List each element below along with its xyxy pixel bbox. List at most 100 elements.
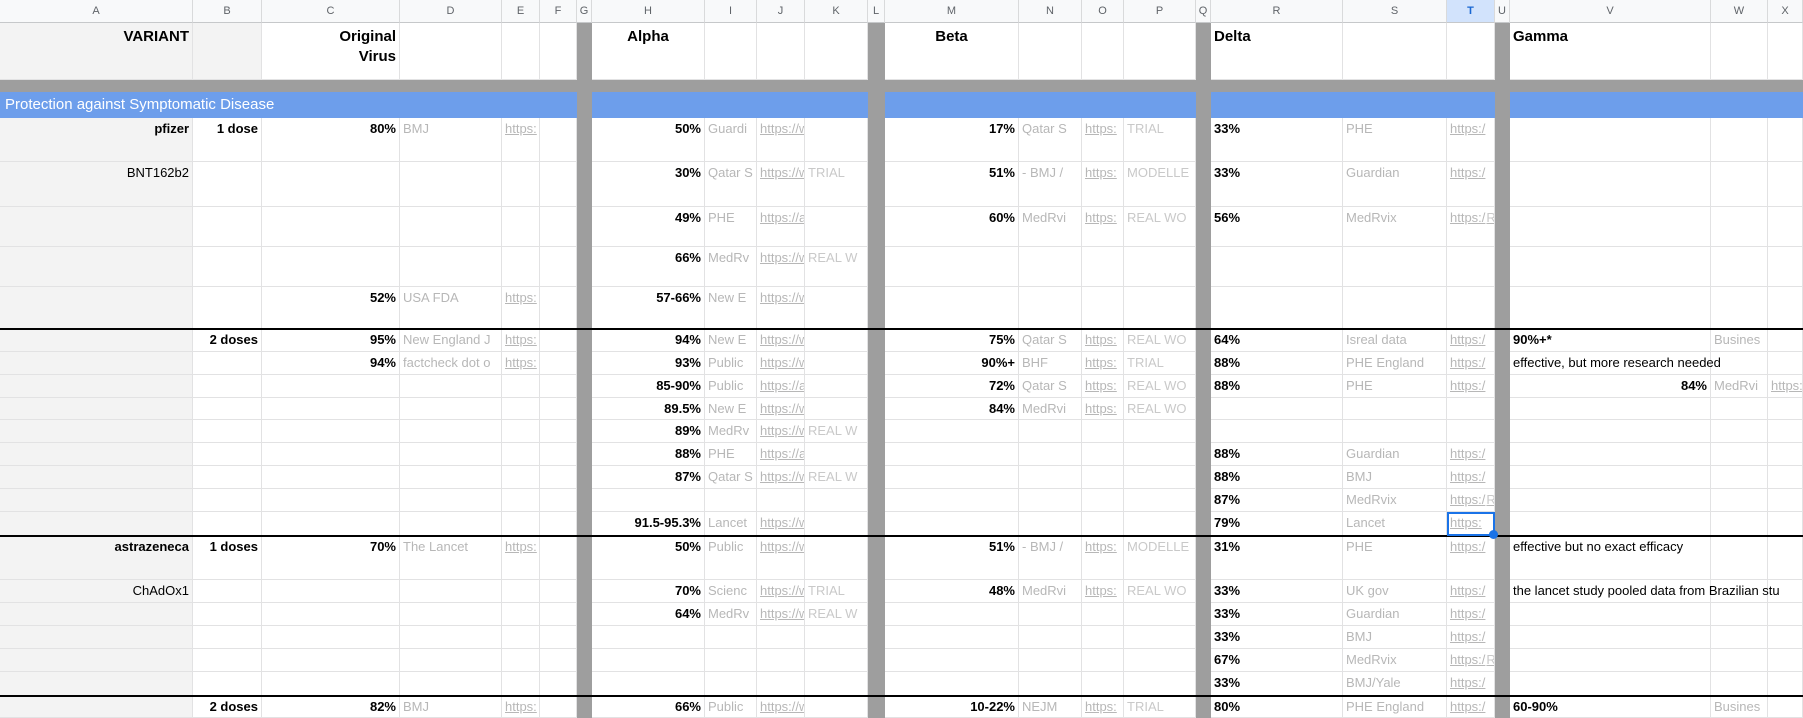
- cell-C9[interactable]: 95%: [262, 329, 400, 352]
- cell-H1[interactable]: Alpha: [592, 23, 705, 80]
- column-header-Q[interactable]: Q: [1196, 0, 1211, 23]
- cell-V23[interactable]: [1510, 672, 1711, 696]
- cell-E18[interactable]: https:: [502, 536, 540, 580]
- cell-F10[interactable]: [540, 352, 577, 375]
- cell-F14[interactable]: [540, 443, 577, 466]
- cell-T4[interactable]: https:/: [1447, 118, 1495, 162]
- cell-F17[interactable]: [540, 512, 577, 536]
- cell-O6[interactable]: https:: [1082, 207, 1124, 247]
- column-header-G[interactable]: G: [577, 0, 592, 23]
- cell-N12[interactable]: MedRvi: [1019, 398, 1082, 420]
- cell-M24[interactable]: 10-22%: [885, 696, 1019, 718]
- cell-M11[interactable]: 72%: [885, 375, 1019, 398]
- cell-I9[interactable]: New E: [705, 329, 757, 352]
- cell-D15[interactable]: [400, 466, 502, 489]
- cell-I15[interactable]: Qatar S: [705, 466, 757, 489]
- cell-F19[interactable]: [540, 580, 577, 603]
- cell-H20[interactable]: 64%: [592, 603, 705, 626]
- cell-E21[interactable]: [502, 626, 540, 649]
- cell-X24[interactable]: [1768, 696, 1803, 718]
- cell-F6[interactable]: [540, 207, 577, 247]
- cell-I24[interactable]: Public: [705, 696, 757, 718]
- cell-P13[interactable]: [1124, 420, 1196, 443]
- cell-A9[interactable]: [0, 329, 193, 352]
- cell-S17[interactable]: Lancet: [1343, 512, 1447, 536]
- cell-A10[interactable]: [0, 352, 193, 375]
- column-header-R[interactable]: R: [1211, 0, 1343, 23]
- cell-O8[interactable]: [1082, 287, 1124, 329]
- cell-A8[interactable]: [0, 287, 193, 329]
- cell-P22[interactable]: [1124, 649, 1196, 672]
- cell-K23[interactable]: [805, 672, 868, 696]
- cell-F12[interactable]: [540, 398, 577, 420]
- cell-C1[interactable]: Original Virus: [262, 23, 400, 80]
- cell-T21[interactable]: https:/: [1447, 626, 1495, 649]
- cell-J19[interactable]: https://w: [757, 580, 805, 603]
- cell-D12[interactable]: [400, 398, 502, 420]
- cell-X1[interactable]: [1768, 23, 1803, 80]
- cell-A12[interactable]: [0, 398, 193, 420]
- cell-H18[interactable]: 50%: [592, 536, 705, 580]
- cell-V15[interactable]: [1510, 466, 1711, 489]
- column-header-L[interactable]: L: [868, 0, 885, 23]
- cell-J22[interactable]: [757, 649, 805, 672]
- cell-K15[interactable]: REAL W: [805, 466, 868, 489]
- cell-S4[interactable]: PHE: [1343, 118, 1447, 162]
- cell-X4[interactable]: [1768, 118, 1803, 162]
- cell-E1[interactable]: [502, 23, 540, 80]
- column-header-U[interactable]: U: [1495, 0, 1510, 23]
- cell-T1[interactable]: [1447, 23, 1495, 80]
- cell-R18[interactable]: 31%: [1211, 536, 1343, 580]
- cell-D9[interactable]: New England J: [400, 329, 502, 352]
- column-header-X[interactable]: X: [1768, 0, 1803, 23]
- cell-J5[interactable]: https://w: [757, 162, 805, 207]
- cell-D19[interactable]: [400, 580, 502, 603]
- cell-J20[interactable]: https://w: [757, 603, 805, 626]
- cell-V12[interactable]: [1510, 398, 1711, 420]
- cell-H14[interactable]: 88%: [592, 443, 705, 466]
- cell-O24[interactable]: https:: [1082, 696, 1124, 718]
- cell-O5[interactable]: https:: [1082, 162, 1124, 207]
- cell-C21[interactable]: [262, 626, 400, 649]
- cell-M23[interactable]: [885, 672, 1019, 696]
- cell-T15[interactable]: https:/: [1447, 466, 1495, 489]
- cell-M20[interactable]: [885, 603, 1019, 626]
- cell-M15[interactable]: [885, 466, 1019, 489]
- cell-X23[interactable]: [1768, 672, 1803, 696]
- cell-R17[interactable]: 79%: [1211, 512, 1343, 536]
- cell-O19[interactable]: https:: [1082, 580, 1124, 603]
- cell-I18[interactable]: Public: [705, 536, 757, 580]
- cell-W5[interactable]: [1711, 162, 1768, 207]
- cell-A7[interactable]: [0, 247, 193, 287]
- cell-N24[interactable]: NEJM: [1019, 696, 1082, 718]
- cell-S15[interactable]: BMJ: [1343, 466, 1447, 489]
- cell-W8[interactable]: [1711, 287, 1768, 329]
- cell-C10[interactable]: 94%: [262, 352, 400, 375]
- cell-F21[interactable]: [540, 626, 577, 649]
- cell-S1[interactable]: [1343, 23, 1447, 80]
- cell-O12[interactable]: https:: [1082, 398, 1124, 420]
- cell-X15[interactable]: [1768, 466, 1803, 489]
- cell-W22[interactable]: [1711, 649, 1768, 672]
- cell-X5[interactable]: [1768, 162, 1803, 207]
- cell-S6[interactable]: MedRvix: [1343, 207, 1447, 247]
- cell-M1[interactable]: Beta: [885, 23, 1019, 80]
- cell-O4[interactable]: https:: [1082, 118, 1124, 162]
- cell-I16[interactable]: [705, 489, 757, 512]
- cell-O9[interactable]: https:: [1082, 329, 1124, 352]
- cell-F23[interactable]: [540, 672, 577, 696]
- cell-V1[interactable]: Gamma: [1510, 23, 1711, 80]
- cell-A6[interactable]: [0, 207, 193, 247]
- cell-S21[interactable]: BMJ: [1343, 626, 1447, 649]
- cell-V6[interactable]: [1510, 207, 1711, 247]
- cell-N5[interactable]: - BMJ /: [1019, 162, 1082, 207]
- cell-M16[interactable]: [885, 489, 1019, 512]
- cell-T14[interactable]: https:/: [1447, 443, 1495, 466]
- cell-T13[interactable]: [1447, 420, 1495, 443]
- cell-B6[interactable]: [193, 207, 262, 247]
- cell-C4[interactable]: 80%: [262, 118, 400, 162]
- cell-K14[interactable]: [805, 443, 868, 466]
- cell-A21[interactable]: [0, 626, 193, 649]
- cell-W24[interactable]: Busines: [1711, 696, 1768, 718]
- cell-D24[interactable]: BMJ: [400, 696, 502, 718]
